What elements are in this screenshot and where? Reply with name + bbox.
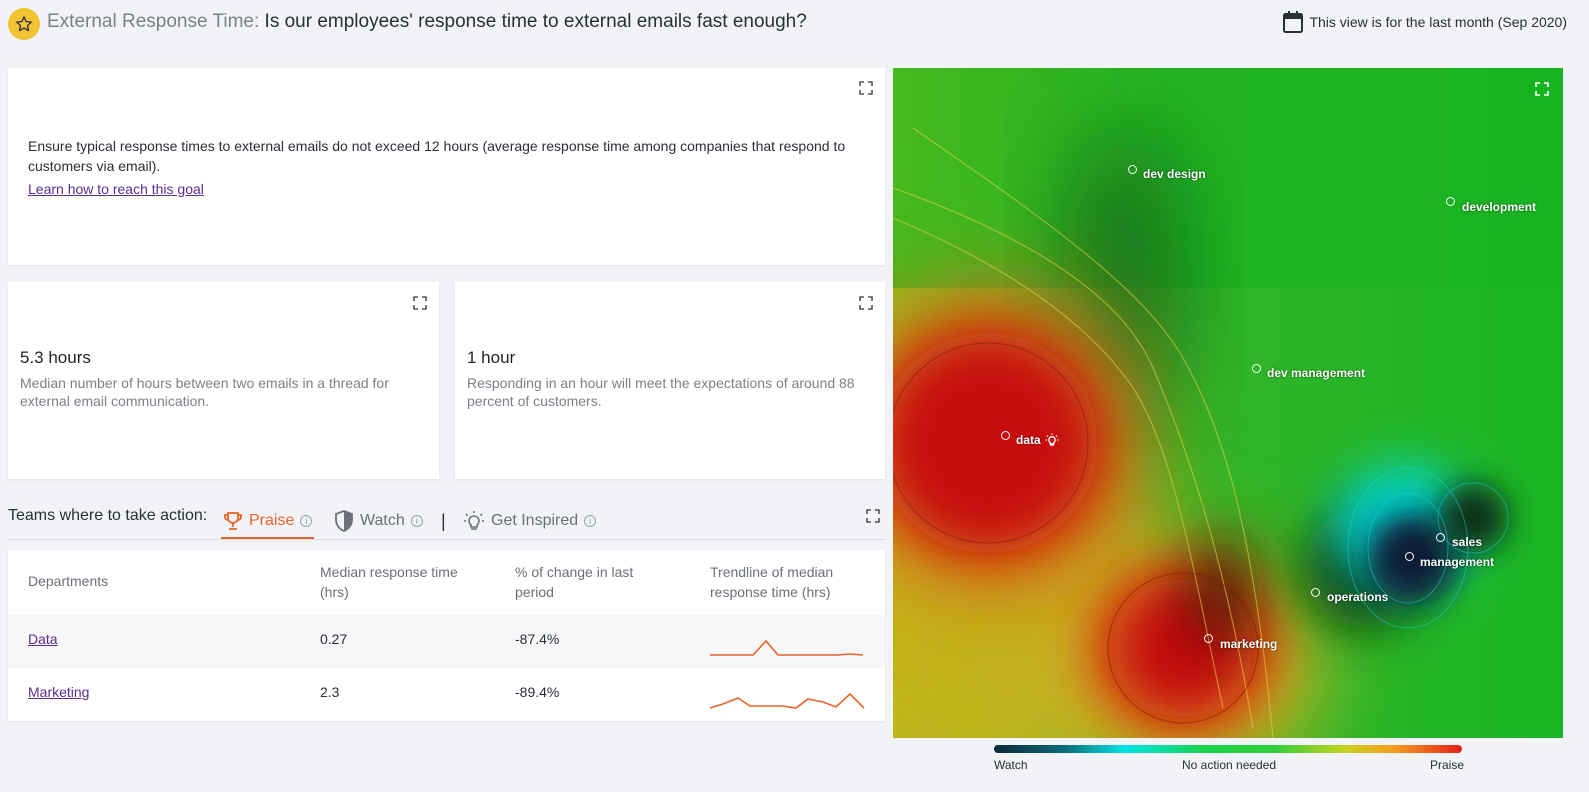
page-title: External Response Time: Is our employees…: [47, 11, 807, 33]
legend-praise: Praise: [1430, 758, 1465, 772]
trendline-sparkline: [710, 639, 864, 656]
period-indicator: This view is for the last month (Sep 202…: [1283, 11, 1567, 33]
median-value: 2.3: [320, 684, 340, 700]
shield-icon: [335, 510, 353, 532]
tabs-divider: [8, 539, 885, 540]
tab-separator: |: [441, 510, 446, 531]
map-label-sales[interactable]: sales: [1452, 535, 1483, 549]
legend-watch: Watch: [994, 758, 1028, 772]
trophy-icon: [224, 512, 242, 530]
header-trend: Trendline of median response time (hrs): [710, 564, 834, 600]
legend-neutral: No action needed: [1182, 758, 1277, 772]
teams-table: Departments Median response time (hrs) %…: [8, 550, 885, 721]
map-label-dev-design[interactable]: dev design: [1143, 167, 1206, 181]
dept-link[interactable]: Data: [28, 631, 58, 647]
expand-icon[interactable]: [866, 509, 880, 523]
table-row: Marketing 2.3 -89.4%: [8, 668, 885, 721]
map-point[interactable]: [1252, 364, 1261, 373]
map-point[interactable]: [1405, 552, 1414, 561]
header-departments: Departments: [28, 573, 109, 589]
metric-description: Median number of hours between two email…: [20, 375, 389, 409]
team-heatmap[interactable]: dev design development dev management da…: [893, 68, 1563, 738]
median-metric-card: 5.3 hours Median number of hours between…: [8, 282, 439, 479]
tab-praise[interactable]: Praise i: [221, 505, 315, 539]
map-point[interactable]: [1436, 533, 1445, 542]
tab-get-inspired[interactable]: Get Inspired i: [463, 505, 597, 537]
map-point[interactable]: [1446, 197, 1455, 206]
map-label-data[interactable]: data: [1016, 433, 1041, 447]
title-question: Is our employees' response time to exter…: [264, 11, 807, 32]
metric-description: Responding in an hour will meet the expe…: [467, 375, 855, 409]
favorite-star-icon[interactable]: [8, 8, 40, 40]
info-icon[interactable]: i: [300, 515, 313, 527]
change-value: -89.4%: [515, 684, 560, 700]
map-point[interactable]: [1311, 588, 1320, 597]
metric-value: 5.3 hours: [20, 348, 91, 367]
map-point[interactable]: [1204, 634, 1213, 643]
benchmark-metric-card: 1 hour Responding in an hour will meet t…: [455, 282, 885, 479]
heatmap-legend-bar: [994, 745, 1462, 753]
map-label-operations[interactable]: operations: [1327, 590, 1389, 604]
map-label-dev-management[interactable]: dev management: [1267, 366, 1366, 380]
title-prefix: External Response Time:: [47, 11, 260, 32]
map-label-marketing[interactable]: marketing: [1220, 637, 1278, 651]
info-icon[interactable]: i: [584, 515, 597, 527]
header-median: Median response time (hrs): [320, 564, 458, 600]
tab-watch-label: Watch: [360, 512, 405, 529]
goal-description: Ensure typical response times to externa…: [28, 138, 846, 174]
period-text: This view is for the last month (Sep 202…: [1309, 14, 1567, 30]
info-icon[interactable]: i: [410, 515, 423, 527]
tab-watch[interactable]: Watch i: [334, 505, 423, 537]
expand-icon[interactable]: [1535, 82, 1549, 96]
median-value: 0.27: [320, 631, 348, 647]
tab-praise-label: Praise: [249, 512, 295, 529]
calendar-icon: [1283, 11, 1304, 33]
map-point[interactable]: [1001, 431, 1010, 440]
metric-value: 1 hour: [467, 348, 516, 367]
change-value: -87.4%: [515, 631, 560, 647]
header-change: % of change in last period: [515, 564, 634, 600]
dept-link[interactable]: Marketing: [28, 684, 90, 700]
lightbulb-icon: [464, 511, 484, 530]
lightbulb-icon: [1045, 433, 1059, 446]
action-label: Teams where to take action:: [8, 507, 208, 524]
table-row: Data 0.27 -87.4%: [8, 615, 885, 668]
trendline-sparkline: [709, 692, 865, 709]
map-label-development[interactable]: development: [1462, 200, 1537, 214]
expand-icon[interactable]: [859, 296, 873, 310]
map-point[interactable]: [1128, 165, 1137, 174]
expand-icon[interactable]: [413, 296, 427, 310]
goal-card: Ensure typical response times to externa…: [8, 68, 885, 265]
expand-icon[interactable]: [859, 81, 873, 95]
map-label-management[interactable]: management: [1420, 555, 1495, 569]
learn-goal-link[interactable]: Learn how to reach this goal: [28, 181, 204, 197]
tab-get-inspired-label: Get Inspired: [491, 512, 579, 529]
